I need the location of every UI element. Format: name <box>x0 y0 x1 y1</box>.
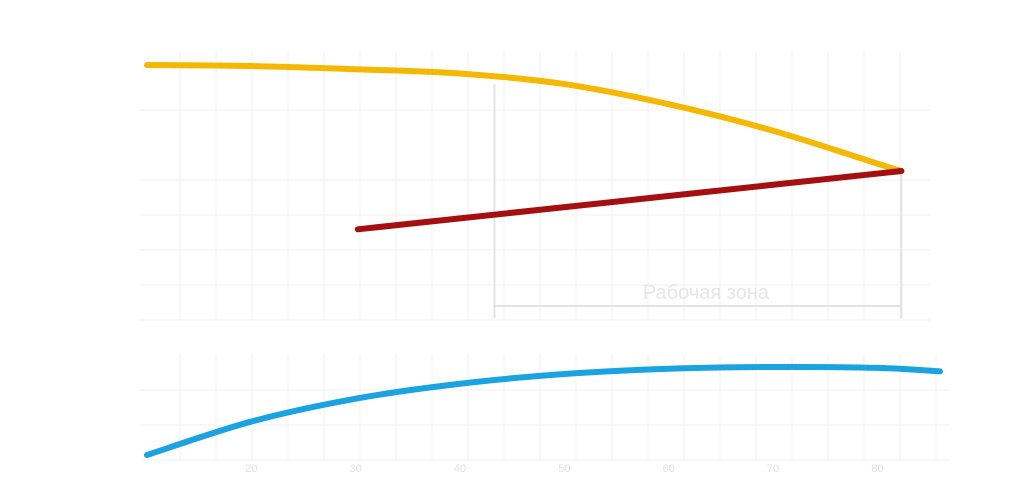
series-line-1 <box>144 62 905 174</box>
x-tick-label: 50 <box>558 463 570 475</box>
x-tick-label: 60 <box>663 463 675 475</box>
series-line-3 <box>144 363 943 458</box>
x-tick-label: 70 <box>767 463 779 475</box>
working-zone-bracket <box>493 84 903 318</box>
series-layer <box>144 62 943 458</box>
x-axis-ticks: 20 30 40 50 60 70 80 <box>245 463 883 475</box>
x-tick-label: 20 <box>245 463 257 475</box>
series-line-2 <box>354 168 905 233</box>
x-tick-label: 80 <box>871 463 883 475</box>
annotation-layer: Рабочая зона <box>643 282 770 304</box>
grid <box>140 52 950 462</box>
x-tick-label: 30 <box>350 463 362 475</box>
working-zone-label: Рабочая зона <box>643 282 770 304</box>
x-tick-label: 40 <box>454 463 466 475</box>
